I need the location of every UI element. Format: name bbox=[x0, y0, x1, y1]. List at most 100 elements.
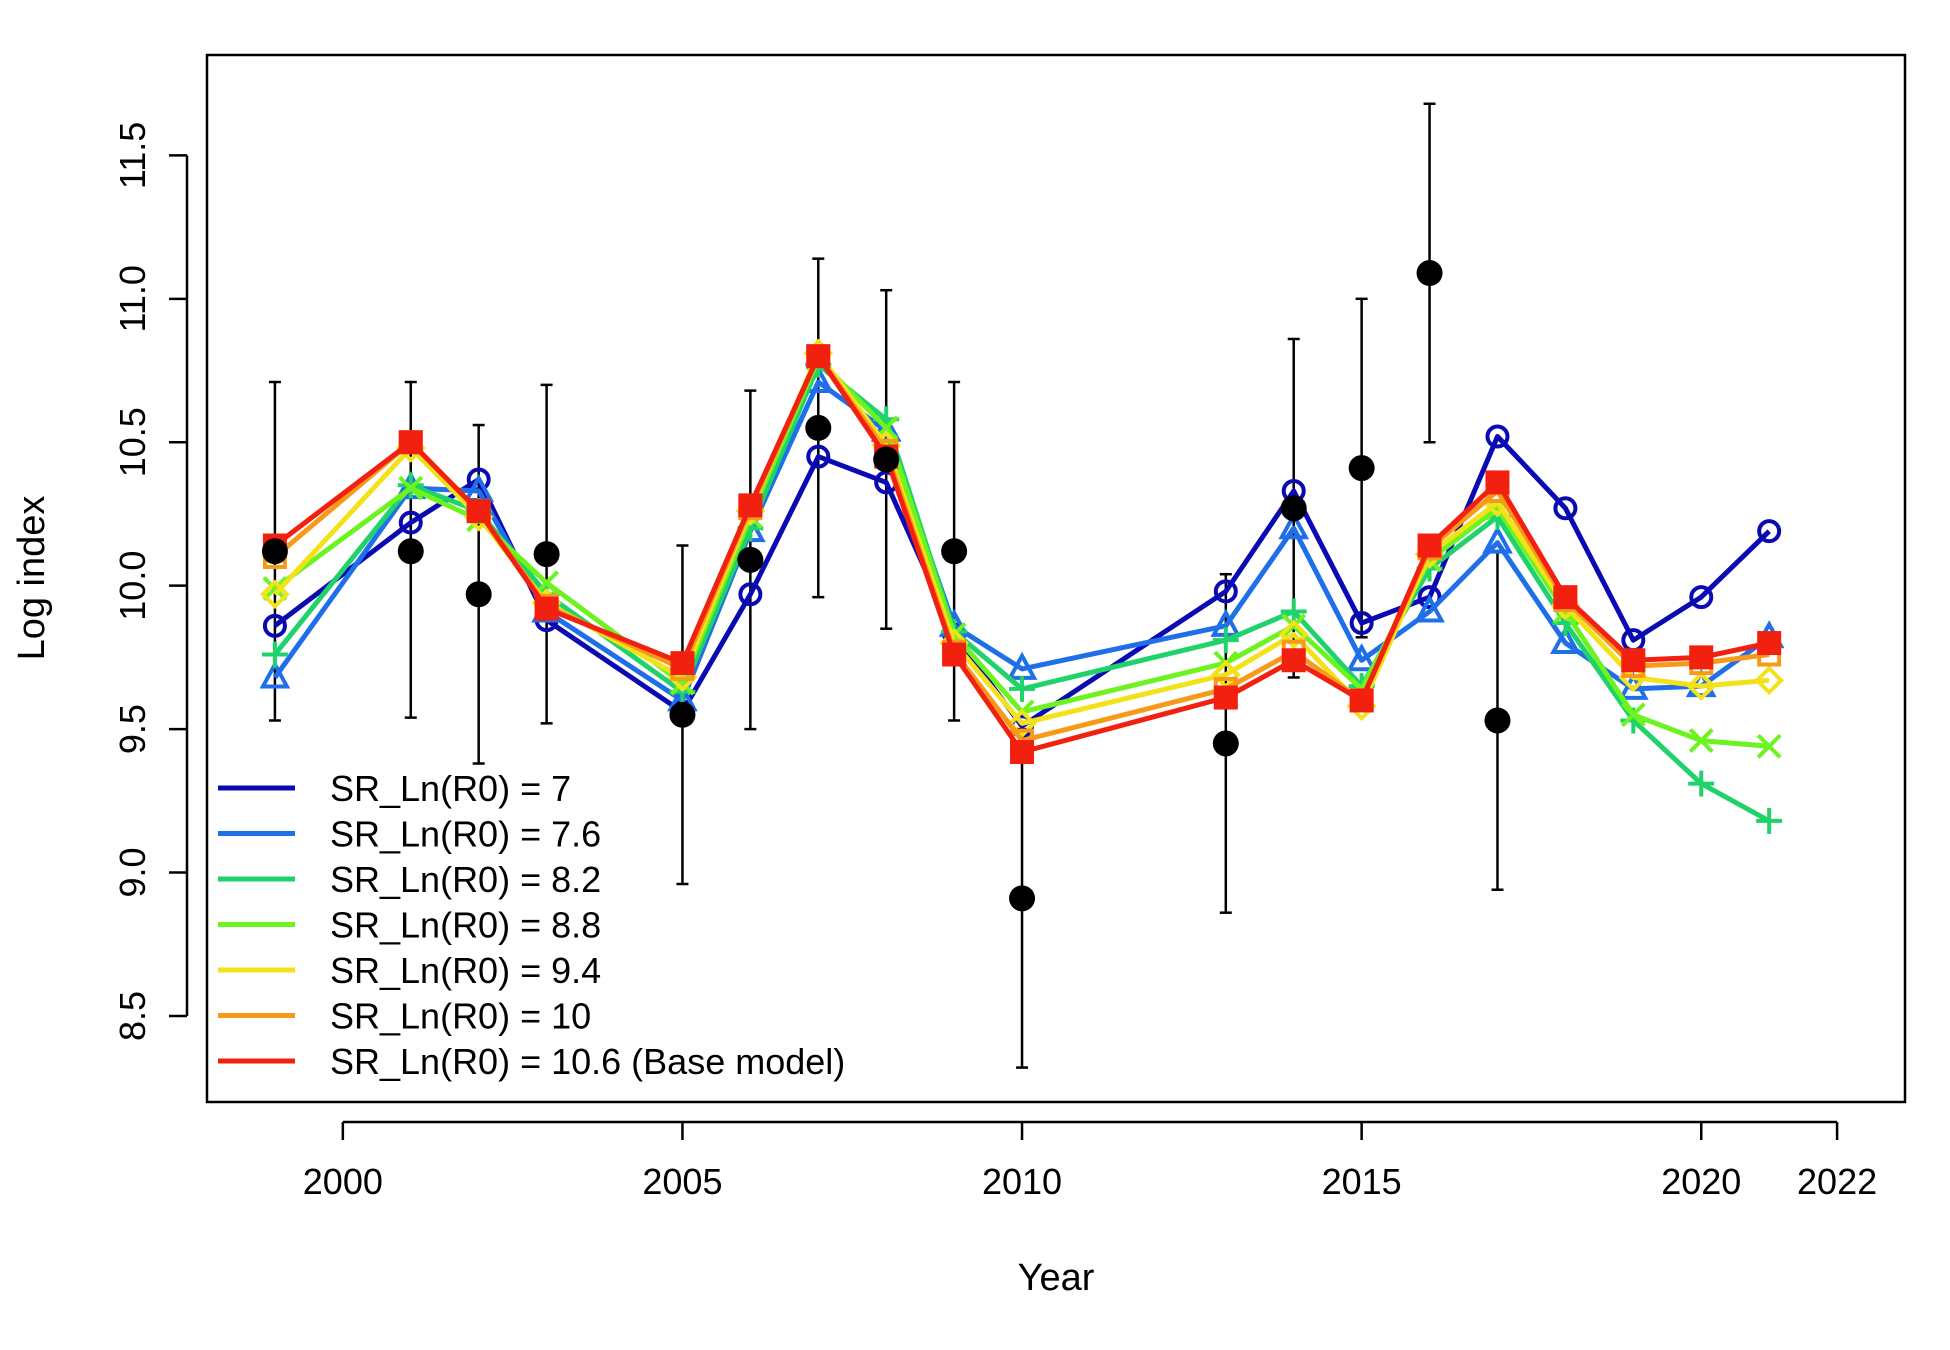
observed-point bbox=[261, 538, 288, 565]
series-point bbox=[1346, 643, 1378, 672]
series-point bbox=[1417, 585, 1442, 610]
series-point bbox=[1754, 665, 1784, 696]
series-point bbox=[534, 596, 559, 621]
series-point bbox=[806, 444, 831, 469]
legend-label: SR_Ln(R0) = 8.2 bbox=[330, 859, 601, 900]
observed-point bbox=[669, 701, 696, 728]
series-point bbox=[1281, 648, 1306, 673]
observed-point bbox=[1416, 260, 1443, 287]
series-point bbox=[262, 613, 287, 638]
observed-point bbox=[397, 538, 424, 565]
series-point bbox=[1757, 519, 1782, 544]
series-point bbox=[261, 641, 288, 668]
x-tick-label: 2020 bbox=[1661, 1161, 1741, 1202]
legend-label: SR_Ln(R0) = 10 bbox=[330, 996, 591, 1037]
series-point bbox=[1213, 685, 1238, 710]
x-axis-label: Year bbox=[1018, 1257, 1095, 1299]
observed-point bbox=[1484, 707, 1511, 734]
legend-item: SR_Ln(R0) = 10 bbox=[218, 996, 591, 1037]
series-point bbox=[1281, 613, 1307, 639]
series-point bbox=[1550, 625, 1581, 655]
observed-point bbox=[737, 546, 764, 573]
legend-label: SR_Ln(R0) = 7 bbox=[330, 768, 571, 809]
observed-point bbox=[1212, 730, 1239, 757]
series-point bbox=[1689, 645, 1714, 670]
series-point bbox=[942, 642, 967, 667]
series-2 bbox=[259, 364, 1785, 712]
series-point bbox=[398, 475, 424, 501]
observed-points bbox=[261, 260, 1511, 912]
legend-item: SR_Ln(R0) = 8.8 bbox=[218, 905, 601, 946]
series-point bbox=[262, 576, 288, 601]
observed-point bbox=[1009, 885, 1036, 912]
series-point bbox=[1213, 579, 1238, 604]
series-point bbox=[259, 660, 291, 689]
series-point bbox=[1010, 740, 1035, 765]
series-point bbox=[398, 430, 423, 455]
series-point bbox=[1212, 627, 1239, 654]
y-tick-label: 11.5 bbox=[112, 122, 153, 189]
observed-point bbox=[873, 446, 900, 473]
series-point bbox=[466, 499, 491, 524]
series-point bbox=[1349, 610, 1374, 635]
legend-label: SR_Ln(R0) = 8.8 bbox=[330, 905, 601, 946]
legend-label: SR_Ln(R0) = 7.6 bbox=[330, 814, 601, 855]
series-point bbox=[1688, 728, 1714, 753]
y-tick-label: 10.5 bbox=[112, 407, 153, 477]
series-point bbox=[1553, 496, 1578, 521]
series-point bbox=[1417, 533, 1442, 558]
series-point bbox=[1756, 733, 1782, 759]
legend-item: SR_Ln(R0) = 8.2 bbox=[218, 859, 601, 900]
series-point bbox=[1620, 702, 1646, 728]
series-point bbox=[738, 493, 763, 518]
series-7 bbox=[262, 344, 1782, 765]
series-point bbox=[1621, 648, 1646, 673]
y-tick-label: 9.0 bbox=[112, 847, 153, 897]
series-point bbox=[1688, 770, 1715, 797]
series-point bbox=[670, 651, 695, 676]
series-point bbox=[398, 510, 423, 535]
y-tick-label: 11.0 bbox=[112, 265, 153, 332]
series-point bbox=[1278, 511, 1310, 540]
model-series bbox=[259, 338, 1785, 834]
series-point bbox=[1485, 424, 1510, 449]
x-tick-label: 2015 bbox=[1322, 1161, 1402, 1202]
series-point bbox=[397, 472, 424, 499]
observed-point bbox=[533, 541, 560, 568]
series-point bbox=[1414, 594, 1445, 623]
x-tick-label: 2010 bbox=[982, 1161, 1062, 1202]
legend-item: SR_Ln(R0) = 7.6 bbox=[218, 814, 601, 855]
observed-point bbox=[941, 538, 968, 565]
series-point bbox=[1485, 470, 1510, 495]
series-point bbox=[1278, 619, 1309, 650]
x-tick-label: 2022 bbox=[1797, 1161, 1877, 1202]
series-point bbox=[1756, 807, 1783, 834]
legend-item: SR_Ln(R0) = 10.6 (Base model) bbox=[218, 1041, 845, 1082]
series-point bbox=[1617, 671, 1649, 700]
series-point bbox=[1757, 631, 1782, 656]
observed-point bbox=[805, 414, 832, 441]
y-axis-label: Log index bbox=[11, 496, 53, 661]
series-point bbox=[1349, 688, 1374, 713]
series-point bbox=[1553, 585, 1578, 610]
series-point bbox=[806, 344, 831, 369]
series-point bbox=[260, 579, 290, 610]
legend: SR_Ln(R0) = 7SR_Ln(R0) = 7.6SR_Ln(R0) = … bbox=[218, 768, 845, 1082]
observed-point bbox=[465, 581, 492, 608]
y-axis: 8.5 9.0 9.5 10.0 10.5 11.0 11.5 bbox=[112, 122, 189, 1041]
y-tick-label: 8.5 bbox=[112, 991, 153, 1041]
x-tick-label: 2005 bbox=[642, 1161, 722, 1202]
y-tick-label: 9.5 bbox=[112, 704, 153, 754]
series-point bbox=[738, 582, 763, 607]
legend-label: SR_Ln(R0) = 9.4 bbox=[330, 950, 601, 991]
legend-label: SR_Ln(R0) = 10.6 (Base model) bbox=[330, 1041, 845, 1082]
legend-item: SR_Ln(R0) = 7 bbox=[218, 768, 571, 809]
x-axis: 2000 2005 2010 2015 2020 2022 bbox=[303, 1120, 1877, 1202]
series-point bbox=[1689, 585, 1714, 610]
observed-point bbox=[1348, 455, 1375, 482]
observed-point bbox=[1280, 495, 1307, 522]
legend-item: SR_Ln(R0) = 9.4 bbox=[218, 950, 601, 991]
plot-frame bbox=[205, 53, 1907, 1104]
series-point bbox=[1007, 708, 1037, 739]
